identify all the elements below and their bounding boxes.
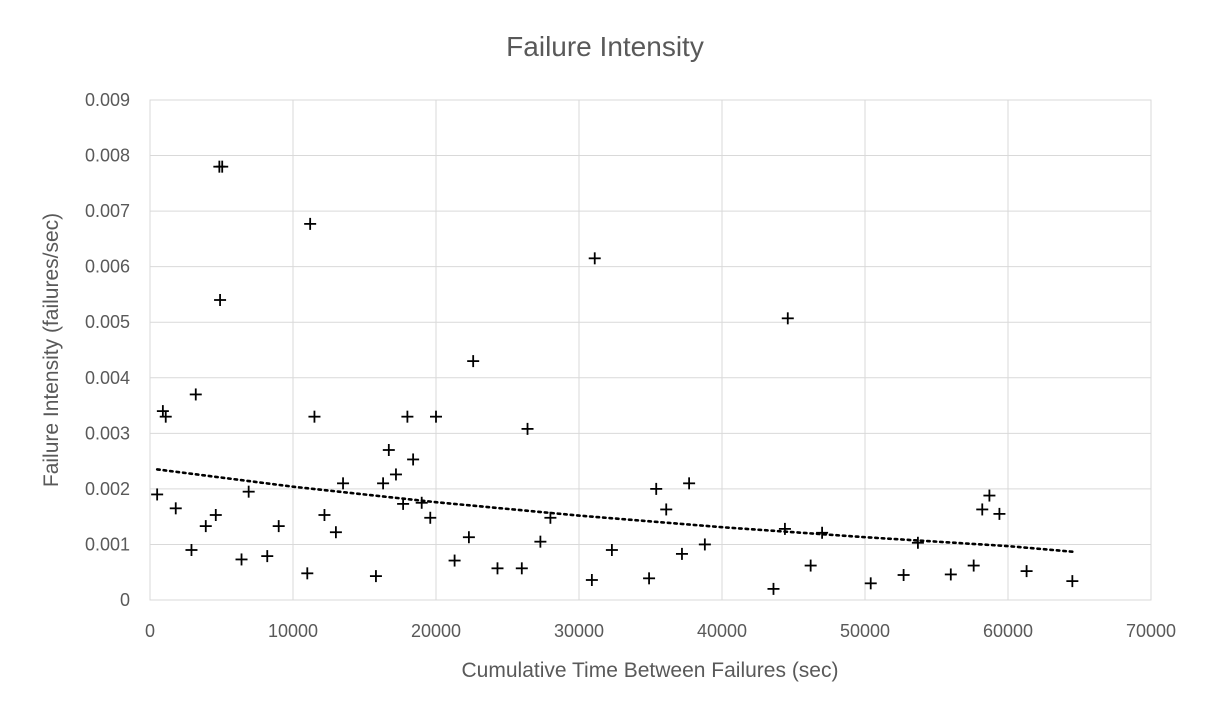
y-tick-label: 0.009 xyxy=(85,90,130,110)
data-point-marker xyxy=(683,477,696,490)
y-tick-label: 0.004 xyxy=(85,368,130,388)
data-point-marker xyxy=(397,497,410,510)
x-axis-tick-labels: 0 10000 20000 30000 40000 50000 60000 70000 xyxy=(145,621,1176,641)
data-point-marker xyxy=(199,520,212,533)
data-point-marker xyxy=(185,544,198,556)
data-point-marker xyxy=(216,160,229,173)
data-point-marker xyxy=(337,477,350,490)
data-markers xyxy=(151,160,1079,595)
data-point-marker xyxy=(675,547,688,560)
data-point-marker xyxy=(430,410,442,423)
data-point-marker xyxy=(151,488,164,501)
y-tick-label: 0.006 xyxy=(85,257,130,277)
data-point-marker xyxy=(214,294,227,306)
data-point-marker xyxy=(534,535,547,548)
data-point-marker xyxy=(159,410,172,423)
data-point-marker xyxy=(911,536,924,549)
data-point-marker xyxy=(993,507,1006,520)
data-point-marker xyxy=(415,496,428,509)
x-tick-label: 70000 xyxy=(1126,621,1176,641)
data-point-marker xyxy=(1066,575,1079,588)
data-point-marker xyxy=(1020,565,1033,578)
data-point-marker xyxy=(261,550,274,563)
data-point-marker xyxy=(242,485,255,498)
x-tick-label: 30000 xyxy=(554,621,604,641)
data-point-marker xyxy=(382,444,395,456)
data-point-marker xyxy=(804,559,817,572)
data-point-marker xyxy=(318,509,331,521)
data-point-marker xyxy=(401,410,414,423)
data-point-marker xyxy=(698,538,711,551)
data-point-marker xyxy=(389,468,402,481)
data-point-marker xyxy=(585,574,598,586)
data-point-marker xyxy=(235,553,248,566)
y-axis-tick-labels: 0 0.001 0.002 0.003 0.004 0.005 0.006 0.007 0.00… xyxy=(85,90,130,610)
data-point-marker xyxy=(521,422,534,435)
data-point-marker xyxy=(272,520,285,533)
data-point-marker xyxy=(209,509,222,521)
data-point-marker xyxy=(588,252,601,265)
data-point-marker xyxy=(897,569,910,581)
data-point-marker xyxy=(448,554,461,567)
data-point-marker xyxy=(643,572,656,585)
data-point-marker xyxy=(660,503,673,516)
data-point-marker xyxy=(864,577,877,590)
data-point-marker xyxy=(407,453,420,466)
data-point-marker xyxy=(467,355,480,368)
x-tick-label: 60000 xyxy=(983,621,1033,641)
trendline xyxy=(155,468,1074,553)
data-point-marker xyxy=(605,544,618,556)
data-point-marker xyxy=(369,570,382,583)
y-tick-label: 0.005 xyxy=(85,312,130,332)
data-point-marker xyxy=(767,582,780,595)
x-tick-label: 10000 xyxy=(268,621,318,641)
x-tick-label: 40000 xyxy=(697,621,747,641)
y-tick-label: 0.008 xyxy=(85,146,130,166)
data-point-marker xyxy=(169,502,182,515)
data-point-marker xyxy=(308,410,321,423)
data-point-marker xyxy=(976,503,989,516)
data-point-marker xyxy=(983,489,996,502)
chart-title: Failure Intensity xyxy=(506,31,704,62)
x-tick-label: 20000 xyxy=(411,621,461,641)
data-point-marker xyxy=(301,567,314,580)
data-point-marker xyxy=(329,526,342,539)
y-tick-label: 0.003 xyxy=(85,423,130,443)
y-tick-label: 0.007 xyxy=(85,201,130,221)
x-tick-label: 0 xyxy=(145,621,155,641)
y-axis-label: Failure Intensity (failures/sec) xyxy=(40,213,63,487)
plot-area-border xyxy=(149,99,1152,601)
data-point-marker xyxy=(189,388,202,401)
data-point-marker xyxy=(544,511,557,524)
y-tick-label: 0.002 xyxy=(85,479,130,499)
data-point-marker xyxy=(650,482,663,495)
data-point-marker xyxy=(377,477,390,490)
data-point-marker xyxy=(424,511,437,524)
data-point-marker xyxy=(781,312,794,325)
data-point-marker xyxy=(462,531,475,544)
data-point-marker xyxy=(944,568,957,581)
gridlines xyxy=(149,99,1152,601)
data-point-marker xyxy=(156,405,169,418)
data-point-marker xyxy=(304,217,317,230)
x-tick-label: 50000 xyxy=(840,621,890,641)
y-tick-label: 0.001 xyxy=(85,534,130,554)
data-point-marker xyxy=(515,562,528,575)
data-point-marker xyxy=(816,526,829,539)
y-tick-label: 0 xyxy=(120,590,130,610)
data-point-marker xyxy=(967,559,980,572)
data-point-marker xyxy=(491,562,504,575)
x-axis-label: Cumulative Time Between Failures (sec) xyxy=(462,659,839,682)
data-point-marker xyxy=(778,522,791,535)
